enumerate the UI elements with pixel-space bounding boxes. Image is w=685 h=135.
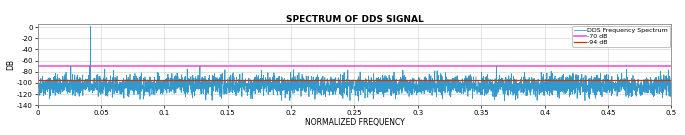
Legend: DDS Frequency Spectrum, -70 dB, -94 dB: DDS Frequency Spectrum, -70 dB, -94 dB [573, 26, 670, 47]
DDS Frequency Spectrum [494, 91, 502, 92]
DDS Frequency Spectrum [667, 83, 675, 85]
DDS Frequency Spectrum [335, 87, 343, 88]
DDS Frequency Spectrum [648, 93, 656, 94]
DDS Frequency Spectrum [616, 85, 625, 87]
DDS Frequency Spectrum [305, 81, 313, 82]
Line: DDS Frequency Spectrum: DDS Frequency Spectrum [38, 27, 671, 101]
Title: SPECTRUM OF DDS SIGNAL: SPECTRUM OF DDS SIGNAL [286, 15, 423, 23]
DDS Frequency Spectrum [300, 85, 308, 87]
DDS Frequency Spectrum [34, 82, 42, 84]
Y-axis label: DB: DB [6, 59, 16, 70]
DDS Frequency Spectrum [86, 26, 95, 27]
DDS Frequency Spectrum [354, 100, 362, 102]
X-axis label: NORMALIZED FREQUENCY: NORMALIZED FREQUENCY [305, 118, 404, 126]
